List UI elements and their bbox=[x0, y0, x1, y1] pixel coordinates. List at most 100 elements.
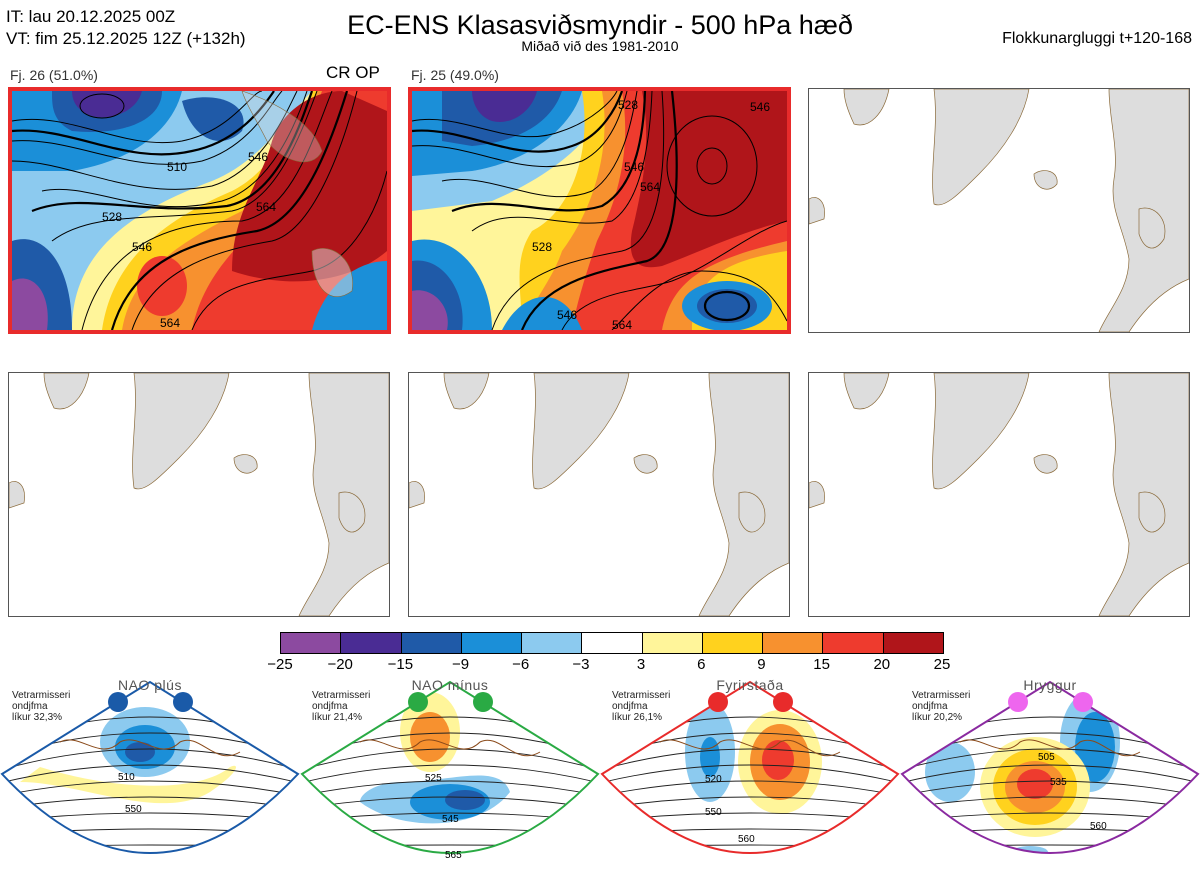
page-title: EC-ENS Klasasviðsmyndir - 500 hPa hæð bbox=[347, 10, 853, 40]
regime-marker-dot bbox=[773, 692, 793, 712]
empty-map-6[interactable] bbox=[808, 372, 1190, 617]
regime-fan-svg: 525 545 565 bbox=[300, 680, 600, 861]
empty-map-4[interactable] bbox=[8, 372, 390, 617]
colorbar-swatch bbox=[341, 633, 402, 653]
contour-label: 546 bbox=[750, 100, 770, 114]
contour-label: 546 bbox=[132, 240, 152, 254]
regime-contour-label: 550 bbox=[705, 807, 722, 818]
cluster-1-label: Fj. 26 (51.0%) bbox=[10, 67, 98, 83]
colorbar-swatch bbox=[642, 633, 703, 653]
regime-title: NAO mínus bbox=[411, 677, 489, 693]
colorbar-swatch bbox=[401, 633, 462, 653]
regime-marker-dot bbox=[173, 692, 193, 712]
regime-note-line: líkur 20,2% bbox=[912, 712, 963, 723]
contour-label: 528 bbox=[618, 98, 638, 112]
regime-panel[interactable]: 520 550 560 Fyrirstaða Vetrarmisseri ondjfma l… bbox=[600, 672, 900, 868]
regime-note: Vetrarmisseri ondjfma líkur 21,4% bbox=[312, 690, 370, 723]
regime-contour-label: 535 bbox=[1050, 777, 1067, 788]
colorbar-tick-label: −6 bbox=[512, 656, 530, 673]
cluster-map-2[interactable]: 528 546 564 528 546 564 546 bbox=[408, 87, 791, 334]
regime-note: Vetrarmisseri ondjfma líkur 26,1% bbox=[612, 690, 670, 723]
regime-marker-dot bbox=[708, 692, 728, 712]
cluster-map-1[interactable]: 528 546 564 510 546 564 bbox=[8, 87, 391, 334]
land-outline bbox=[409, 373, 789, 616]
colorbar-swatch bbox=[763, 633, 824, 653]
regime-note-line: ondjfma bbox=[312, 701, 348, 712]
colorbar-tick-label: 15 bbox=[813, 656, 830, 673]
colorbar-swatch bbox=[281, 633, 342, 653]
colorbar bbox=[280, 632, 944, 654]
contour-label: 564 bbox=[612, 318, 632, 330]
regime-contour-label: 505 bbox=[1038, 752, 1055, 763]
empty-map-5[interactable] bbox=[408, 372, 790, 617]
regime-note-line: ondjfma bbox=[12, 701, 48, 712]
colorbar-tick-label: −3 bbox=[572, 656, 590, 673]
contour-label: 528 bbox=[102, 210, 122, 224]
land-outline bbox=[809, 373, 1189, 616]
regime-contour-label: 545 bbox=[442, 814, 459, 825]
cluster-map-1-svg: 528 546 564 510 546 564 bbox=[12, 91, 387, 330]
regime-note-line: ondjfma bbox=[612, 701, 648, 712]
regime-marker-dot bbox=[1073, 692, 1093, 712]
colorbar-swatch bbox=[823, 633, 884, 653]
contour-label: 510 bbox=[167, 160, 187, 174]
regime-contour-label: 565 bbox=[445, 850, 462, 861]
colorbar-swatch bbox=[883, 633, 943, 653]
regime-contour-label: 520 bbox=[705, 774, 722, 785]
regime-marker-dot bbox=[1008, 692, 1028, 712]
colorbar-tick-label: 20 bbox=[873, 656, 891, 673]
page-subtitle: Miðað við des 1981-2010 bbox=[521, 38, 679, 54]
regime-marker-dot bbox=[108, 692, 128, 712]
land-outline bbox=[9, 373, 389, 616]
regime-contour-label: 510 bbox=[118, 772, 135, 783]
regime-note-line: líkur 26,1% bbox=[612, 712, 663, 723]
regime-contour-label: 560 bbox=[738, 834, 755, 845]
regime-fan-svg: 520 550 560 bbox=[600, 680, 900, 854]
regime-contour-label: 525 bbox=[425, 773, 442, 784]
regime-note-line: líkur 32,3% bbox=[12, 712, 63, 723]
colorbar-tick-label: −20 bbox=[327, 656, 353, 673]
colorbar-tick-label: 25 bbox=[933, 656, 951, 673]
regime-note-line: Vetrarmisseri bbox=[612, 690, 671, 701]
window-label: Flokkunargluggi t+120-168 bbox=[1002, 30, 1192, 47]
regime-note-line: Vetrarmisseri bbox=[312, 690, 371, 701]
colorbar-tick-label: −9 bbox=[451, 656, 470, 673]
regime-note-line: ondjfma bbox=[912, 701, 948, 712]
contour-label: 564 bbox=[160, 316, 180, 330]
colorbar-swatch bbox=[582, 633, 643, 653]
colorbar-tick-label: 9 bbox=[757, 656, 766, 673]
regime-marker-dot bbox=[408, 692, 428, 712]
regime-panel[interactable]: 525 545 565 NAO mínus Vetrarmisseri ondjfma lí… bbox=[300, 672, 600, 868]
contour-label: 546 bbox=[624, 160, 644, 174]
vt-line: VT: fim 25.12.2025 12Z (+132h) bbox=[6, 29, 246, 48]
it-line: IT: lau 20.12.2025 00Z bbox=[6, 7, 176, 26]
colorbar-tick-label: −25 bbox=[267, 656, 293, 673]
regime-note: Vetrarmisseri ondjfma líkur 32,3% bbox=[12, 690, 70, 723]
cluster-2-label: Fj. 25 (49.0%) bbox=[411, 67, 499, 83]
cluster-map-2-svg: 528 546 564 528 546 564 546 bbox=[412, 91, 787, 330]
regime-title: Fyrirstaða bbox=[716, 677, 784, 693]
contour-label: 564 bbox=[640, 180, 660, 194]
regime-marker-dot bbox=[473, 692, 493, 712]
regime-title: NAO plús bbox=[118, 677, 182, 693]
cluster-1-tag: CR OP bbox=[326, 63, 380, 82]
colorbar-swatch bbox=[702, 633, 764, 653]
empty-map-3[interactable] bbox=[808, 88, 1190, 333]
colorbar-tick-label: −15 bbox=[387, 656, 414, 673]
regime-title: Hryggur bbox=[1023, 677, 1077, 693]
colorbar-swatch bbox=[522, 633, 583, 653]
regime-panel[interactable]: 505 535 560 Hryggur Vetrarmisseri ondjfma líku… bbox=[900, 672, 1200, 868]
regime-contour-label: 560 bbox=[1090, 821, 1107, 832]
regime-note-line: líkur 21,4% bbox=[312, 712, 363, 723]
colorbar-swatch bbox=[461, 633, 523, 653]
contour-label: 564 bbox=[256, 200, 276, 214]
colorbar-tick-label: 6 bbox=[697, 656, 706, 673]
regime-note-line: Vetrarmisseri bbox=[12, 690, 71, 701]
header-times: IT: lau 20.12.2025 00Z VT: fim 25.12.202… bbox=[6, 6, 246, 50]
contour-label: 546 bbox=[248, 150, 268, 164]
regime-contour-label: 550 bbox=[125, 804, 142, 815]
regime-fan-svg: 510 550 bbox=[0, 680, 300, 854]
colorbar-tick-label: 3 bbox=[636, 656, 646, 673]
regime-fan-svg: 505 535 560 bbox=[900, 680, 1200, 854]
regime-panel[interactable]: 510 550 NAO plús Vetrarmisseri ondjfma líkur … bbox=[0, 672, 300, 868]
